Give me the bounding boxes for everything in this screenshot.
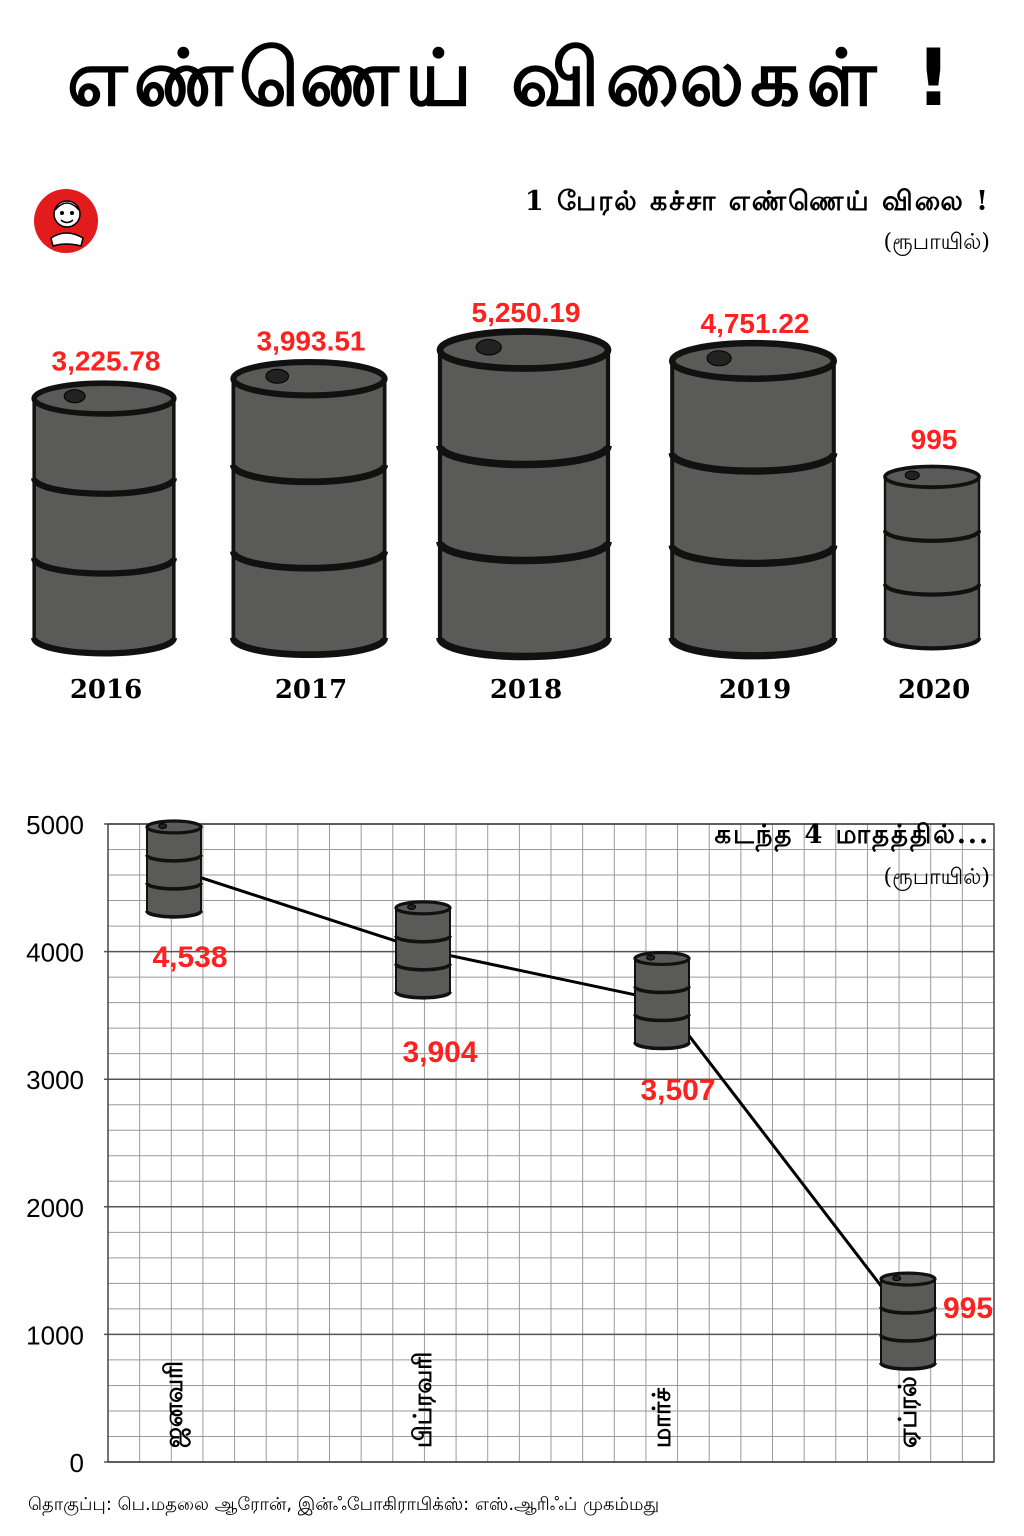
barrel-mark	[882, 464, 982, 651]
bar-value-label: 5,250.19	[472, 297, 581, 328]
point-value-label: 3,904	[402, 1036, 477, 1069]
barrel-mark	[31, 380, 177, 657]
annual-chart-title: 1 பேரல் கச்சா எண்ணெய் விலை !	[524, 186, 990, 217]
y-tick-label: 0	[70, 1448, 84, 1478]
x-tick-label: 2016	[70, 675, 142, 705]
monthly-chart-unit: (ரூபாயில்)	[883, 865, 991, 890]
barrel-mark	[436, 328, 612, 661]
data-point-barrel	[633, 950, 691, 1051]
barrel-mark	[668, 339, 838, 660]
page-title: எண்ணெய் விலைகள் !	[66, 34, 958, 124]
x-tick-label: ஏப்ரல்	[893, 1376, 922, 1448]
x-tick-label: பிப்ரவரி	[408, 1352, 437, 1448]
point-value-label: 4,538	[152, 941, 227, 974]
x-tick-label: மார்ச்	[647, 1388, 676, 1448]
x-tick-label: 2017	[275, 675, 347, 705]
credit-line: தொகுப்பு: பெ.மதலை ஆரோன், இன்ஃபோகிராபிக்ஸ…	[28, 1494, 660, 1515]
bar-value-label: 3,993.51	[257, 326, 366, 357]
x-tick-label: 2019	[719, 675, 791, 705]
x-tick-label: 2018	[490, 675, 562, 705]
x-tick-label: ஜனவரி	[159, 1361, 191, 1448]
bar-value-label: 3,225.78	[52, 346, 161, 377]
x-tick-label: 2020	[898, 675, 970, 705]
annual-chart-unit: (ரூபாயில்)	[883, 230, 991, 255]
bar-value-label: 4,751.22	[701, 308, 810, 339]
series-line	[173, 867, 910, 1322]
y-tick-label: 5000	[26, 810, 84, 840]
data-point-barrel	[145, 819, 203, 919]
y-tick-label: 1000	[26, 1320, 84, 1350]
y-tick-label: 2000	[26, 1193, 84, 1223]
chart-grid	[104, 823, 995, 1463]
data-point-barrel	[394, 900, 452, 1000]
bar-value-label: 995	[911, 424, 958, 455]
monthly-line-chart: 0 1000 2000 3000 4000 5000 4,538 3,904 3,507 995 ஜ…	[26, 810, 995, 1478]
annual-barrel-chart: 3,225.78 2016 3,993.51 2017 5,250.19 2018 4,75…	[31, 297, 982, 705]
monthly-chart-title: கடந்த 4 மாதத்தில்...	[714, 820, 990, 850]
point-value-label: 3,507	[640, 1074, 715, 1107]
data-point-barrel	[879, 1271, 937, 1371]
barrel-mark	[229, 359, 389, 658]
jolly-face-logo-icon	[33, 188, 99, 254]
y-tick-label: 4000	[26, 938, 84, 968]
point-value-label: 995	[943, 1292, 993, 1325]
y-tick-label: 3000	[26, 1065, 84, 1095]
